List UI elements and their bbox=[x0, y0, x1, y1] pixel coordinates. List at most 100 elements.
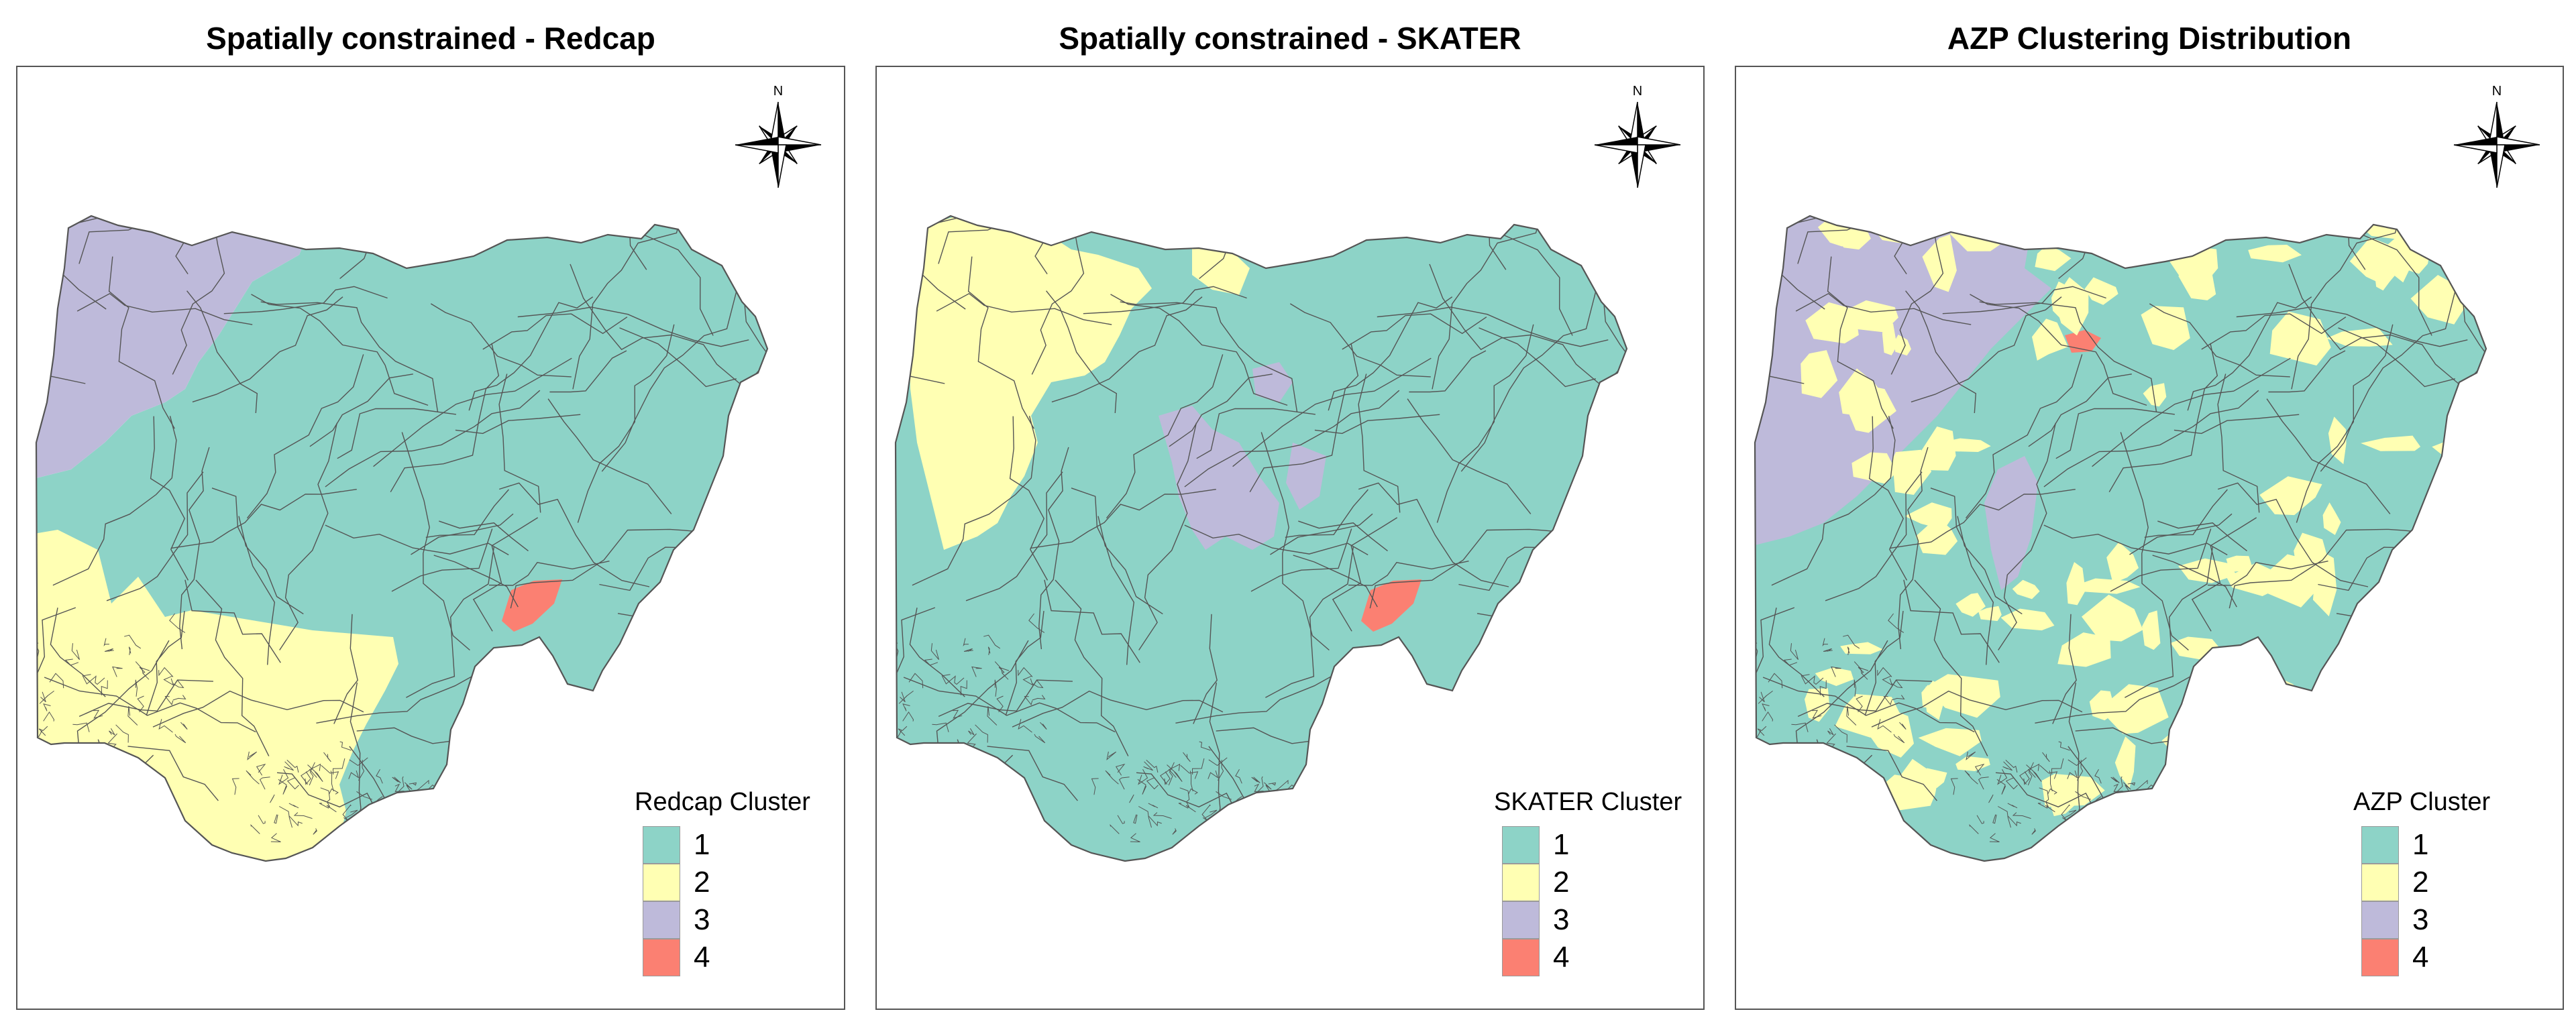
district-boundary bbox=[1285, 489, 1368, 538]
cluster-region-2 bbox=[2151, 789, 2176, 809]
district-boundary bbox=[1823, 648, 1833, 652]
legend-swatch bbox=[1502, 939, 1540, 976]
district-boundary bbox=[293, 812, 313, 819]
district-boundary bbox=[39, 690, 54, 704]
district-boundary bbox=[1298, 520, 1388, 552]
cluster-region-2 bbox=[1921, 216, 1970, 226]
cluster-region-2 bbox=[2331, 652, 2348, 695]
district-boundary bbox=[941, 674, 955, 685]
district-boundary bbox=[44, 677, 256, 733]
district-boundary bbox=[55, 216, 178, 229]
district-boundary bbox=[1038, 447, 1069, 650]
north-arrow-icon: N bbox=[2453, 84, 2540, 188]
legend-swatch bbox=[1502, 826, 1540, 864]
district-boundary bbox=[1160, 769, 1177, 785]
district-boundary bbox=[36, 607, 76, 816]
district-boundary bbox=[1976, 815, 1984, 824]
district-boundary bbox=[1825, 471, 1923, 602]
legend-label: 2 bbox=[2412, 866, 2429, 899]
district-boundary bbox=[1332, 517, 1398, 632]
district-boundary bbox=[36, 233, 107, 310]
legend-swatch bbox=[2361, 826, 2399, 864]
cluster-region-2 bbox=[2012, 579, 2040, 599]
district-boundary bbox=[2134, 836, 2150, 844]
district-boundary bbox=[1268, 782, 1277, 786]
map-frame: N AZP Cluster 1 2 3 4 bbox=[1735, 66, 2564, 1010]
district-boundary bbox=[1877, 719, 1892, 733]
district-boundary bbox=[996, 695, 1004, 713]
district-boundary bbox=[2043, 524, 2228, 556]
district-boundary bbox=[323, 752, 331, 762]
cluster-region-2 bbox=[2114, 736, 2136, 788]
map-panel-azp: AZP Clustering Distribution N AZP Cluste… bbox=[1735, 0, 2564, 1030]
legend-item-1: 1 bbox=[2361, 826, 2555, 864]
district-boundary bbox=[405, 782, 413, 792]
district-boundary bbox=[1974, 763, 1985, 776]
district-boundary bbox=[932, 722, 949, 732]
district-boundary bbox=[1495, 216, 1592, 249]
district-boundary bbox=[1822, 638, 1828, 646]
district-boundary bbox=[1479, 327, 1596, 388]
district-boundary bbox=[1847, 646, 1850, 655]
district-boundary bbox=[1827, 256, 1894, 429]
district-boundary bbox=[983, 634, 1001, 649]
district-boundary bbox=[2051, 758, 2064, 775]
district-boundary bbox=[1768, 784, 1852, 861]
district-boundary bbox=[2049, 770, 2053, 792]
cluster-region-2 bbox=[2368, 639, 2438, 653]
district-boundary bbox=[2155, 752, 2269, 861]
district-boundary bbox=[135, 679, 138, 697]
district-boundary bbox=[960, 680, 967, 696]
cluster-region-2 bbox=[2443, 577, 2463, 618]
district-boundary bbox=[2217, 374, 2260, 513]
district-boundary bbox=[1762, 703, 1770, 711]
district-boundary bbox=[1168, 762, 1175, 786]
district-boundary bbox=[1120, 301, 1298, 412]
district-boundary bbox=[415, 836, 431, 844]
district-boundary bbox=[1599, 510, 1627, 626]
district-boundary bbox=[101, 680, 108, 696]
cluster-region-2 bbox=[2208, 695, 2263, 737]
district-boundary bbox=[1167, 764, 1183, 783]
district-boundary bbox=[1022, 675, 1034, 686]
district-boundary bbox=[72, 722, 90, 732]
district-boundary bbox=[2105, 840, 2114, 852]
district-boundary bbox=[1358, 482, 1509, 587]
district-boundary bbox=[284, 761, 294, 771]
district-boundary bbox=[1281, 830, 1291, 840]
district-boundary bbox=[274, 814, 278, 824]
district-boundary bbox=[2133, 819, 2141, 829]
district-boundary bbox=[278, 779, 288, 795]
district-boundary bbox=[1051, 296, 1203, 403]
district-boundary bbox=[401, 432, 470, 651]
district-boundary bbox=[1762, 677, 1975, 733]
district-boundary bbox=[1235, 769, 1242, 784]
district-boundary bbox=[2100, 808, 2106, 817]
district-boundary bbox=[930, 643, 939, 661]
district-boundary bbox=[994, 661, 1009, 680]
district-boundary bbox=[1827, 728, 1834, 736]
cluster-region-2 bbox=[2157, 779, 2178, 814]
district-boundary bbox=[1189, 770, 1193, 792]
cluster-region-2 bbox=[1892, 150, 1909, 201]
district-boundary bbox=[1105, 770, 1119, 785]
district-boundary bbox=[2191, 517, 2257, 632]
district-boundary bbox=[1957, 516, 2023, 615]
district-boundary bbox=[124, 634, 142, 649]
district-boundary bbox=[549, 350, 627, 393]
district-boundary bbox=[1191, 838, 1207, 852]
district-boundary bbox=[392, 777, 401, 783]
cluster-region-2 bbox=[1882, 314, 1897, 355]
district-boundary bbox=[1152, 812, 1172, 819]
cluster-region-2 bbox=[2312, 553, 2337, 617]
district-boundary bbox=[163, 675, 174, 686]
district-boundary bbox=[1964, 770, 1978, 785]
district-boundary bbox=[1314, 414, 1440, 435]
district-boundary bbox=[1254, 783, 1264, 793]
district-boundary bbox=[2394, 595, 2486, 632]
district-boundary bbox=[2092, 357, 2291, 467]
legend-label: 4 bbox=[1553, 941, 1570, 974]
district-boundary bbox=[1275, 799, 1294, 816]
district-boundary bbox=[259, 777, 270, 790]
district-boundary bbox=[936, 292, 1112, 325]
